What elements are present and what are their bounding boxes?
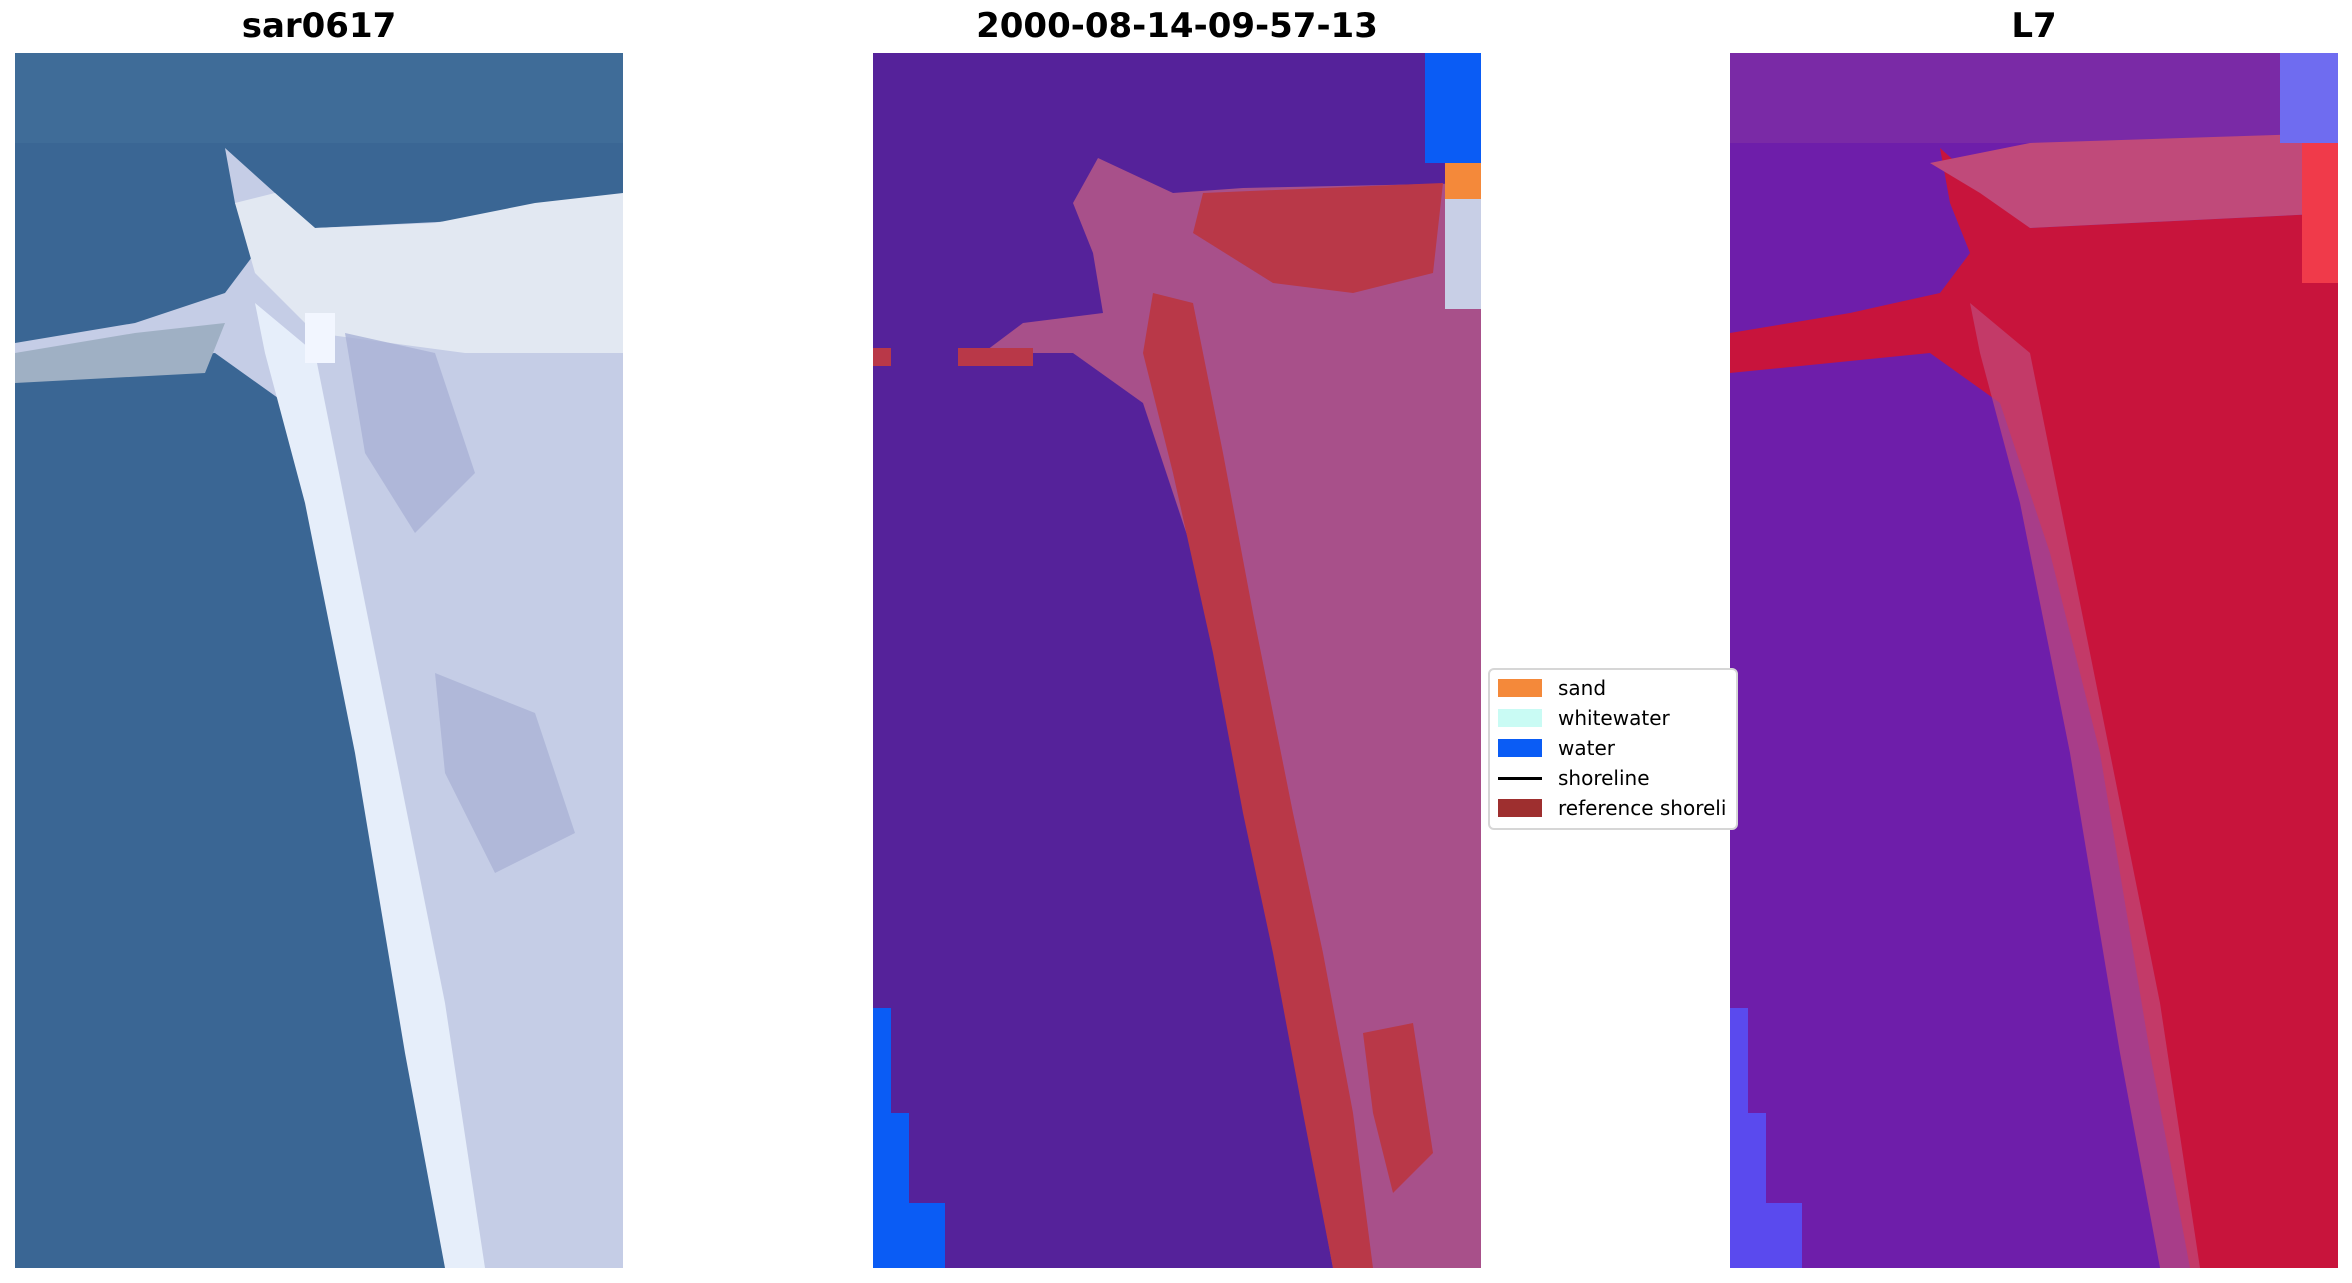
legend-item-whitewater: whitewater [1498, 704, 1670, 732]
legend-label-whitewater: whitewater [1558, 706, 1670, 730]
legend-swatch-water [1498, 739, 1542, 757]
rgb-image-panel [15, 53, 623, 1268]
legend-swatch-sand [1498, 679, 1542, 697]
index-image [1730, 53, 2338, 1268]
legend: sand whitewater water shoreline referenc… [1488, 668, 1738, 830]
classified-image-panel [873, 53, 1481, 1268]
panel-title-index: L7 [2011, 6, 2057, 46]
panel-title-rgb: sar0617 [241, 6, 397, 46]
panel-title-classified: 2000-08-14-09-57-13 [976, 6, 1378, 46]
legend-label-reference-shoreline: reference shoreli [1558, 796, 1727, 820]
legend-item-water: water [1498, 734, 1615, 762]
legend-item-sand: sand [1498, 674, 1606, 702]
legend-label-water: water [1558, 736, 1615, 760]
legend-swatch-whitewater [1498, 709, 1542, 727]
legend-label-shoreline: shoreline [1558, 766, 1650, 790]
legend-item-reference-shoreline: reference shoreli [1498, 794, 1726, 822]
legend-line-shoreline [1498, 776, 1542, 780]
legend-swatch-reference-shoreline [1498, 799, 1542, 817]
legend-item-shoreline: shoreline [1498, 764, 1650, 792]
classified-image [873, 53, 1481, 1268]
index-image-panel [1730, 53, 2338, 1268]
rgb-image [15, 53, 623, 1268]
legend-label-sand: sand [1558, 676, 1607, 700]
